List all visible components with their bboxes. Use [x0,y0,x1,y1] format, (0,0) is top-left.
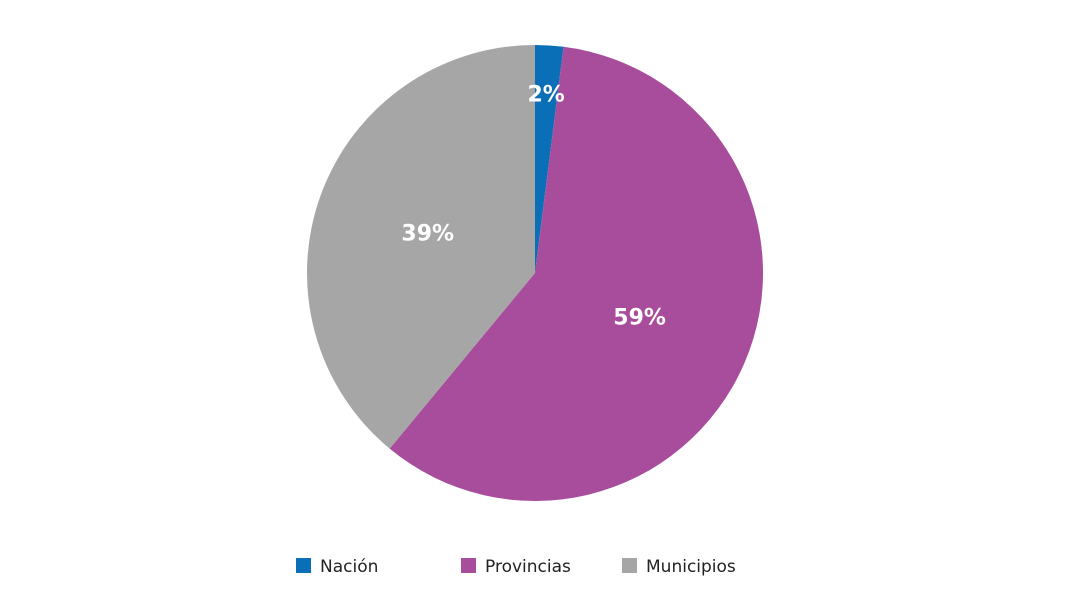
pie-slice [307,44,535,449]
pie-slice [389,46,763,501]
value-label: 39% [401,221,454,246]
legend-label: Provincias [485,557,571,577]
pie-slice [535,45,564,273]
legend-swatch [622,558,637,573]
value-label: 59% [613,305,666,330]
legend-label: Municipios [646,557,736,577]
legend-label: Nación [320,557,378,577]
value-label: 2% [527,83,564,108]
legend-swatch [296,558,311,573]
legend-swatch [461,558,476,573]
